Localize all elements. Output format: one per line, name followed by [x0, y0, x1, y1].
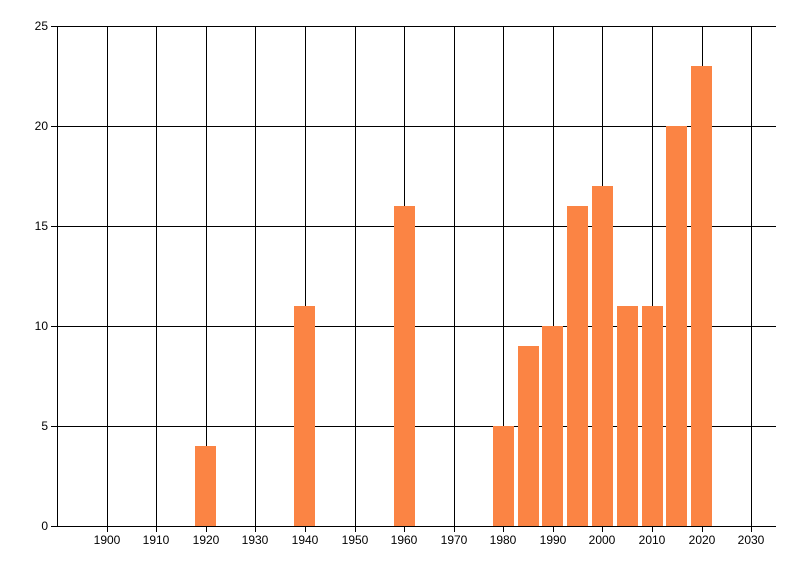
y-tick-label: 0 [41, 519, 48, 533]
bar [518, 346, 539, 526]
x-tick-label: 1900 [93, 533, 121, 547]
y-tick-label: 15 [34, 219, 48, 233]
y-axis [57, 26, 58, 526]
x-tick-label: 1980 [489, 533, 517, 547]
bar [542, 326, 563, 526]
v-gridline [503, 26, 504, 532]
x-tick-label: 1990 [539, 533, 567, 547]
bar [592, 186, 613, 526]
v-gridline [454, 26, 455, 532]
v-gridline [206, 26, 207, 532]
bar [666, 126, 687, 526]
x-tick-label: 1910 [142, 533, 170, 547]
x-tick-label: 2020 [688, 533, 716, 547]
bar [567, 206, 588, 526]
x-tick-label: 1920 [192, 533, 220, 547]
v-gridline [553, 26, 554, 532]
x-tick-label: 2000 [588, 533, 616, 547]
v-gridline [355, 26, 356, 532]
x-tick-label: 2010 [638, 533, 666, 547]
v-gridline [652, 26, 653, 532]
bar [294, 306, 315, 526]
y-tick-label: 20 [34, 119, 48, 133]
x-tick-label: 1930 [241, 533, 269, 547]
y-tick-label: 5 [41, 419, 48, 433]
bar [642, 306, 663, 526]
v-gridline [107, 26, 108, 532]
v-gridline [255, 26, 256, 532]
v-gridline [305, 26, 306, 532]
y-tick-label: 10 [34, 319, 48, 333]
bar [493, 426, 514, 526]
x-tick-label: 1950 [341, 533, 369, 547]
x-tick-label: 1960 [390, 533, 418, 547]
bar [691, 66, 712, 526]
x-tick-label: 1970 [440, 533, 468, 547]
h-gridline [51, 26, 776, 27]
bar [195, 446, 216, 526]
v-gridline [156, 26, 157, 532]
y-tick-label: 25 [34, 19, 48, 33]
x-tick-label: 2030 [737, 533, 765, 547]
h-gridline [51, 126, 776, 127]
v-gridline [751, 26, 752, 532]
bar [617, 306, 638, 526]
bar [394, 206, 415, 526]
h-gridline [51, 526, 776, 527]
x-tick-label: 1940 [291, 533, 319, 547]
